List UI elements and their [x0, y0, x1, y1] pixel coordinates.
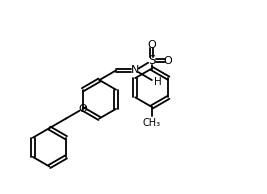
Text: O: O — [164, 56, 172, 66]
Text: S: S — [148, 54, 156, 67]
Text: H: H — [154, 77, 162, 87]
Text: O: O — [147, 40, 156, 49]
Text: CH₃: CH₃ — [143, 119, 161, 128]
Text: N: N — [131, 65, 139, 75]
Text: O: O — [78, 104, 87, 114]
